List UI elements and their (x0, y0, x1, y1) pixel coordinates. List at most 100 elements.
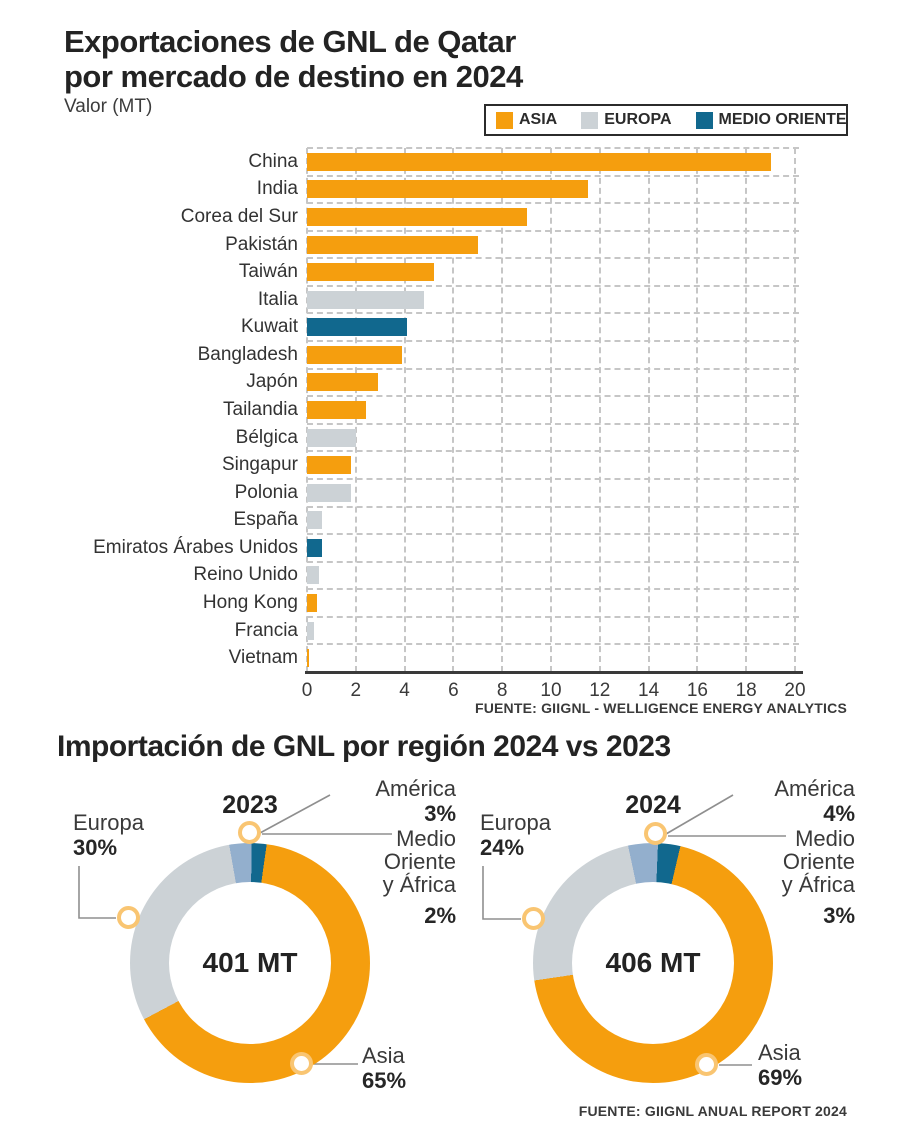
callout-dot (522, 907, 545, 930)
bar-tailandia (307, 401, 366, 419)
legend-item-asia: ASIA (496, 111, 557, 129)
donut-label-america-2023: América 3% (375, 776, 456, 826)
value-unit-label: Valor (MT) (64, 96, 153, 117)
bar-corea-del-sur (307, 207, 527, 226)
bar-bangladesh (307, 345, 403, 364)
legend-label-asia: ASIA (519, 111, 558, 128)
slice-pct: 24% (480, 835, 525, 860)
slice-label: América (774, 776, 855, 801)
gridline-horizontal (307, 395, 799, 398)
bar-b-lgica (307, 428, 356, 447)
source-note-bar-chart: FUENTE: GIIGNL - WELLIGENCE ENERGY ANALY… (474, 700, 847, 716)
x-tick-label: 8 (496, 680, 508, 701)
bar-category-label: Reino Unido (193, 564, 298, 586)
bar-category-label: Taiwán (238, 261, 298, 283)
bar-category-label: Kuwait (240, 316, 298, 338)
source-note-donuts: FUENTE: GIIGNL ANUAL REPORT 2024 (578, 1103, 847, 1119)
gridline-horizontal (307, 257, 799, 260)
bar-india (307, 180, 588, 199)
gridline-vertical (452, 148, 455, 672)
donut-label-asia-2023: Asia 65% (362, 1043, 406, 1093)
bar-reino-unido (307, 566, 320, 585)
x-tick-label: 18 (735, 680, 757, 701)
bar-category-label: Italia (257, 288, 298, 310)
bar-category-label: Tailandia (223, 398, 298, 420)
gridline-horizontal (307, 174, 799, 177)
medio-oriente-swatch-icon (695, 111, 713, 129)
bar-taiw-n (307, 263, 434, 282)
gridline-vertical (403, 148, 406, 672)
x-tick-label: 0 (301, 680, 313, 701)
x-tick-label: 2 (350, 680, 362, 701)
gridline-horizontal (307, 560, 799, 563)
europa-swatch-icon (581, 111, 599, 129)
gridline-horizontal (307, 202, 799, 205)
page-title: Exportaciones de GNL de Qatar por mercad… (64, 24, 523, 94)
bar-vietnam (307, 649, 310, 668)
x-tick-label: 16 (686, 680, 708, 701)
gridline-horizontal (307, 147, 799, 149)
donut-center-total-2024: 406 MT (572, 882, 734, 1044)
x-tick-label: 6 (448, 680, 459, 701)
title-line-1: Exportaciones de GNL de Qatar (64, 24, 516, 59)
donut-label-medio-oriente-2024: Medio Oriente y África 3% (769, 827, 855, 927)
gridline-horizontal (307, 588, 799, 591)
slice-pct: 3% (424, 801, 456, 826)
donut-year-2023: 2023 (222, 791, 278, 819)
bar-category-label: Bangladesh (197, 343, 298, 365)
bar-chart-plot-area (306, 147, 799, 672)
gridline-horizontal (307, 450, 799, 453)
callout-dot (290, 1052, 313, 1075)
bar-hong-kong (307, 594, 317, 613)
callout-line (482, 866, 521, 920)
gridline-horizontal (307, 643, 799, 646)
bar-italia (307, 290, 425, 309)
slice-label: Medio Oriente y África (382, 826, 456, 897)
asia-swatch-icon (496, 111, 513, 129)
legend-box: ASIA EUROPA MEDIO ORIENTE (484, 104, 848, 136)
gridline-vertical (501, 148, 504, 672)
bar-category-label: Pakistán (225, 233, 298, 255)
bar-category-label: India (256, 178, 298, 200)
slice-label: América (375, 776, 456, 801)
bar-category-label: Francia (234, 619, 298, 641)
legend-item-medio-oriente: MEDIO ORIENTE (695, 111, 847, 129)
legend-label-europa: EUROPA (604, 111, 672, 128)
donut-label-europa-2024: Europa 24% (480, 810, 551, 860)
gridline-vertical (794, 148, 796, 672)
gridline-horizontal (307, 477, 799, 480)
gridline-horizontal (307, 229, 799, 232)
title-line-2: por mercado de destino en 2024 (64, 59, 523, 94)
donut-center-total-2023: 401 MT (169, 882, 331, 1044)
x-tick-label: 14 (638, 680, 660, 701)
gridline-horizontal (307, 367, 799, 370)
bar-category-label: Emiratos Árabes Unidos (93, 536, 298, 558)
x-tick-label: 10 (540, 680, 562, 701)
callout-line (78, 866, 116, 919)
slice-pct: 30% (73, 835, 118, 860)
gridline-horizontal (307, 284, 799, 287)
x-tick-label: 12 (589, 680, 611, 701)
gridline-horizontal (307, 340, 799, 343)
bar-category-label: Polonia (234, 481, 298, 503)
donut-label-europa-2023: Europa 30% (73, 810, 144, 860)
slice-pct: 69% (758, 1065, 803, 1090)
donut-chart-2024: 406 MT (533, 843, 773, 1083)
bar-polonia (307, 483, 351, 502)
bar-china (307, 152, 771, 171)
callout-dot (238, 821, 261, 844)
callout-dot (644, 822, 667, 845)
bar-category-label: Bélgica (235, 426, 298, 448)
slice-pct: 3% (823, 903, 855, 928)
slice-label: Asia (758, 1040, 801, 1065)
donut-year-2024: 2024 (625, 791, 681, 819)
bar-kuwait (307, 318, 408, 337)
gridline-horizontal (307, 312, 799, 315)
gridline-vertical (598, 148, 601, 672)
gridline-vertical (696, 148, 699, 672)
gridline-horizontal (307, 422, 799, 425)
bar-category-label: Hong Kong (202, 592, 298, 614)
donut-chart-2023: 401 MT (130, 843, 370, 1083)
donut-label-asia-2024: Asia 69% (758, 1040, 802, 1090)
gridline-horizontal (307, 615, 799, 618)
